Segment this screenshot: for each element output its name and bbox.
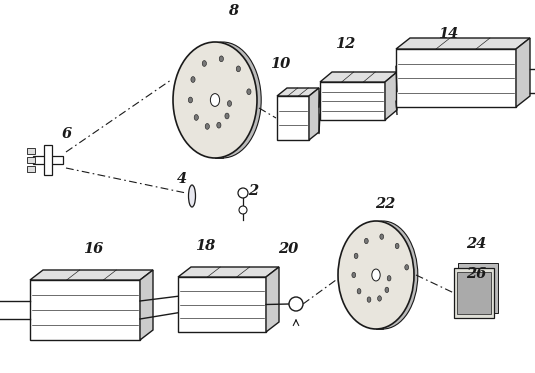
Ellipse shape <box>239 206 247 214</box>
Polygon shape <box>516 38 530 107</box>
Ellipse shape <box>194 115 198 120</box>
Text: 2: 2 <box>248 184 258 198</box>
Ellipse shape <box>354 253 358 258</box>
Text: 18: 18 <box>195 239 215 253</box>
Ellipse shape <box>225 113 229 119</box>
Ellipse shape <box>357 289 361 294</box>
Ellipse shape <box>173 42 257 158</box>
Polygon shape <box>27 166 35 172</box>
Ellipse shape <box>385 287 389 292</box>
Polygon shape <box>376 221 383 329</box>
Ellipse shape <box>217 122 221 128</box>
Ellipse shape <box>405 264 409 270</box>
Ellipse shape <box>202 60 207 66</box>
Ellipse shape <box>372 269 380 281</box>
Text: 16: 16 <box>83 242 103 256</box>
Text: 26: 26 <box>466 267 486 281</box>
Polygon shape <box>385 72 397 120</box>
Polygon shape <box>44 145 52 175</box>
Polygon shape <box>320 72 397 82</box>
Polygon shape <box>458 263 498 313</box>
Ellipse shape <box>184 42 261 158</box>
Polygon shape <box>266 267 279 332</box>
Polygon shape <box>27 157 35 163</box>
Ellipse shape <box>367 297 371 302</box>
Text: 8: 8 <box>228 4 238 18</box>
Ellipse shape <box>227 101 232 106</box>
Text: 24: 24 <box>466 237 486 251</box>
Ellipse shape <box>338 221 414 329</box>
Polygon shape <box>457 272 491 314</box>
Ellipse shape <box>210 94 220 106</box>
Ellipse shape <box>188 97 193 103</box>
Text: 10: 10 <box>270 57 291 71</box>
Text: 20: 20 <box>278 242 298 256</box>
Polygon shape <box>27 148 35 154</box>
Text: 4: 4 <box>177 172 187 186</box>
Ellipse shape <box>205 123 209 129</box>
Ellipse shape <box>289 297 303 311</box>
Ellipse shape <box>236 66 240 72</box>
Ellipse shape <box>219 56 224 62</box>
Polygon shape <box>33 156 63 164</box>
Polygon shape <box>454 268 494 318</box>
Polygon shape <box>215 42 223 158</box>
Polygon shape <box>320 82 385 120</box>
Polygon shape <box>309 88 319 140</box>
Ellipse shape <box>352 272 356 278</box>
Text: 14: 14 <box>438 27 458 41</box>
Ellipse shape <box>188 185 195 207</box>
Ellipse shape <box>387 276 391 281</box>
Polygon shape <box>178 267 279 277</box>
Ellipse shape <box>395 243 399 249</box>
Polygon shape <box>396 38 530 49</box>
Polygon shape <box>30 270 153 280</box>
Text: 12: 12 <box>335 37 355 51</box>
Text: 22: 22 <box>375 197 395 211</box>
Ellipse shape <box>364 238 368 244</box>
Ellipse shape <box>348 221 418 329</box>
Ellipse shape <box>380 234 384 239</box>
Polygon shape <box>277 88 319 96</box>
Ellipse shape <box>247 89 251 95</box>
Polygon shape <box>30 280 140 340</box>
Ellipse shape <box>378 296 381 301</box>
Ellipse shape <box>238 188 248 198</box>
Polygon shape <box>277 96 309 140</box>
Polygon shape <box>178 277 266 332</box>
Polygon shape <box>396 49 516 107</box>
Text: 6: 6 <box>62 127 72 141</box>
Ellipse shape <box>191 76 195 82</box>
Polygon shape <box>140 270 153 340</box>
